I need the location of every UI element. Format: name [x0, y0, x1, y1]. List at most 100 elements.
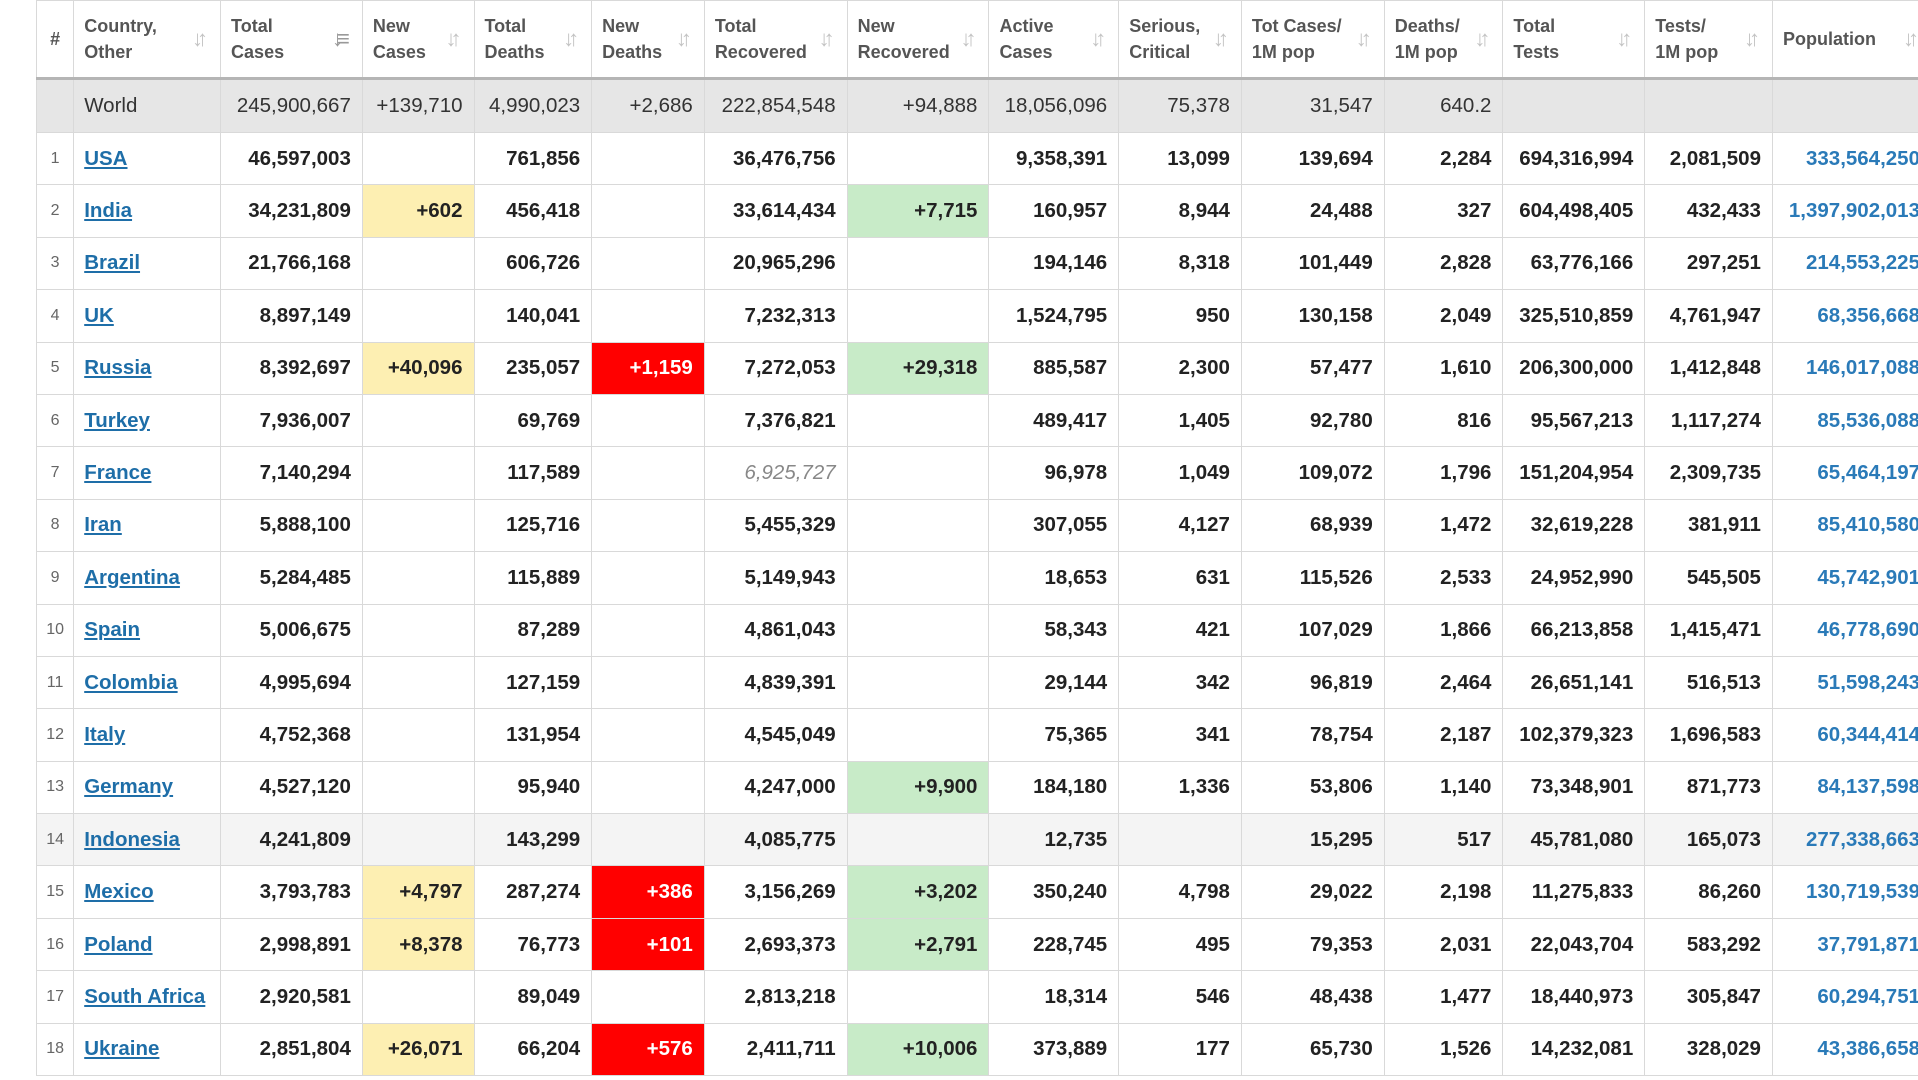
deaths-per-1m-cell: 1,526 — [1383, 1022, 1504, 1077]
sort-arrows-icon[interactable]: ↓↑ — [960, 26, 976, 51]
total-cases-cell: 4,995,694 — [220, 655, 363, 710]
country-link[interactable]: Iran — [84, 513, 122, 537]
new-recovered-cell — [846, 393, 990, 448]
population-cell[interactable]: 46,778,690 — [1771, 603, 1918, 657]
deaths-per-1m-cell: 1,610 — [1383, 341, 1504, 395]
col-header-cases-per-1m[interactable]: Tot Cases/ 1M pop ↓↑ — [1240, 0, 1385, 80]
new-cases-cell — [361, 760, 475, 815]
tests-per-1m-cell: 432,433 — [1644, 184, 1773, 238]
header-label: Total Tests — [1513, 16, 1560, 62]
population-cell[interactable]: 1,397,902,013 — [1771, 184, 1918, 238]
population-cell[interactable]: 85,410,580 — [1771, 498, 1918, 553]
country-link[interactable]: Poland — [84, 932, 153, 956]
country-link[interactable]: Germany — [84, 775, 174, 799]
col-header-tests-per-1m[interactable]: Tests/ 1M pop ↓↑ — [1644, 0, 1773, 80]
population-cell[interactable]: 214,553,225 — [1771, 236, 1918, 291]
sort-arrows-icon[interactable]: ↓↑ — [1616, 26, 1632, 51]
header-label: Active Cases — [999, 16, 1054, 62]
country-link[interactable]: South Africa — [84, 984, 206, 1008]
sort-arrows-icon[interactable]: ↓≡ — [332, 26, 350, 51]
sort-arrows-icon[interactable]: ↓↑ — [563, 26, 579, 51]
tests-per-1m-cell: 871,773 — [1644, 760, 1773, 815]
country-link[interactable]: India — [84, 199, 133, 223]
population-cell[interactable]: 43,386,658 — [1771, 1022, 1918, 1077]
new-deaths-cell — [591, 813, 705, 867]
table-row: 18 Ukraine 2,851,804 +26,071 66,204 +576 2,411… — [35, 1022, 1918, 1077]
header-label: Tot Cases/ 1M pop — [1251, 16, 1342, 62]
population-cell[interactable]: 60,344,414 — [1771, 708, 1918, 762]
row-index — [35, 78, 75, 133]
country-cell: UK — [73, 289, 222, 343]
country-cell: USA — [73, 131, 222, 186]
tests-per-1m-cell: 2,309,735 — [1644, 446, 1773, 500]
new-cases-cell — [361, 289, 475, 343]
col-header-population[interactable]: Population ↓↑ — [1771, 0, 1918, 80]
population-cell[interactable]: 51,598,243 — [1771, 655, 1918, 710]
population-cell[interactable]: 146,017,088 — [1771, 341, 1918, 395]
sort-arrows-icon[interactable]: ↓↑ — [675, 26, 692, 51]
population-cell[interactable]: 84,137,598 — [1771, 760, 1918, 815]
sort-arrows-icon[interactable]: ↓↑ — [1903, 26, 1918, 51]
country-link[interactable]: Brazil — [84, 251, 141, 275]
new-recovered-cell — [846, 970, 990, 1024]
total-cases-cell: 4,241,809 — [220, 813, 363, 867]
active-cases-cell: 184,180 — [988, 760, 1120, 815]
total-cases-cell: 2,998,891 — [220, 917, 363, 972]
covid-stats-table: # Country, Other ↓↑ Total Cases ↓≡ New Cases ↓… — [35, 0, 1918, 1077]
country-link[interactable]: Colombia — [84, 670, 178, 694]
col-header-new-cases[interactable]: New Cases ↓↑ — [361, 0, 475, 80]
country-link[interactable]: Argentina — [84, 565, 180, 589]
sort-arrows-icon[interactable]: ↓↑ — [1474, 26, 1490, 51]
sort-arrows-icon[interactable]: ↓↑ — [192, 26, 208, 51]
population-cell[interactable]: 68,356,668 — [1771, 289, 1918, 343]
population-cell[interactable]: 130,719,539 — [1771, 865, 1918, 919]
sort-arrows-icon[interactable]: ↓↑ — [1355, 26, 1372, 51]
country-link[interactable]: UK — [84, 303, 114, 327]
new-deaths-cell — [591, 708, 705, 762]
col-header-country[interactable]: Country, Other ↓↑ — [73, 0, 222, 80]
country-link[interactable]: Italy — [84, 722, 126, 746]
col-header-active-cases[interactable]: Active Cases ↓↑ — [988, 0, 1120, 80]
col-header-serious-critical[interactable]: Serious, Critical ↓↑ — [1118, 0, 1242, 80]
population-cell[interactable]: 37,791,871 — [1771, 917, 1918, 972]
sort-arrows-icon[interactable]: ↓↑ — [1743, 26, 1760, 51]
col-header-total-cases[interactable]: Total Cases ↓≡ — [220, 0, 363, 80]
total-cases-cell: 5,284,485 — [220, 551, 363, 605]
country-link[interactable]: USA — [84, 146, 128, 170]
population-cell[interactable]: 60,294,751 — [1771, 970, 1918, 1024]
tests-per-1m-cell: 297,251 — [1644, 236, 1773, 291]
sort-arrows-icon[interactable]: ↓↑ — [445, 26, 462, 51]
total-cases-cell: 3,793,783 — [220, 865, 363, 919]
country-link[interactable]: Mexico — [84, 880, 154, 904]
col-header-new-deaths[interactable]: New Deaths ↓↑ — [591, 0, 705, 80]
table-row: 12 Italy 4,752,368 131,954 4,545,049 75,365 34… — [35, 708, 1918, 762]
col-header-deaths-per-1m[interactable]: Deaths/ 1M pop ↓↑ — [1383, 0, 1504, 80]
table-body: World 245,900,667 +139,710 4,990,023 +2,686 2… — [35, 78, 1918, 1077]
col-header-total-deaths[interactable]: Total Deaths ↓↑ — [473, 0, 593, 80]
population-cell[interactable]: 65,464,197 — [1771, 446, 1918, 500]
header-label: # — [50, 29, 61, 49]
col-header-total-recovered[interactable]: Total Recovered ↓↑ — [703, 0, 848, 80]
tests-per-1m-cell: 381,911 — [1644, 498, 1773, 553]
country-link[interactable]: Spain — [84, 618, 141, 642]
active-cases-cell: 9,358,391 — [988, 131, 1120, 186]
col-header-new-recovered[interactable]: New Recovered ↓↑ — [846, 0, 990, 80]
sort-arrows-icon[interactable]: ↓↑ — [818, 26, 835, 51]
tests-per-1m-cell: 545,505 — [1644, 551, 1773, 605]
active-cases-cell: 194,146 — [988, 236, 1120, 291]
population-cell[interactable]: 85,536,088 — [1771, 393, 1918, 448]
country-link[interactable]: France — [84, 461, 152, 485]
sort-arrows-icon[interactable]: ↓↑ — [1212, 26, 1229, 51]
new-recovered-cell: +7,715 — [846, 184, 990, 238]
sort-arrows-icon[interactable]: ↓↑ — [1090, 26, 1106, 51]
population-cell[interactable]: 45,742,901 — [1771, 551, 1918, 605]
population-cell[interactable]: 277,338,663 — [1771, 813, 1918, 867]
total-recovered-cell: 4,839,391 — [703, 655, 848, 710]
country-link[interactable]: Indonesia — [84, 827, 180, 851]
total-recovered-cell: 7,232,313 — [703, 289, 848, 343]
country-link[interactable]: Ukraine — [84, 1037, 160, 1061]
col-header-total-tests[interactable]: Total Tests ↓↑ — [1502, 0, 1646, 80]
country-link[interactable]: Turkey — [84, 408, 150, 432]
country-link[interactable]: Russia — [84, 356, 152, 380]
population-cell[interactable]: 333,564,250 — [1771, 131, 1918, 186]
